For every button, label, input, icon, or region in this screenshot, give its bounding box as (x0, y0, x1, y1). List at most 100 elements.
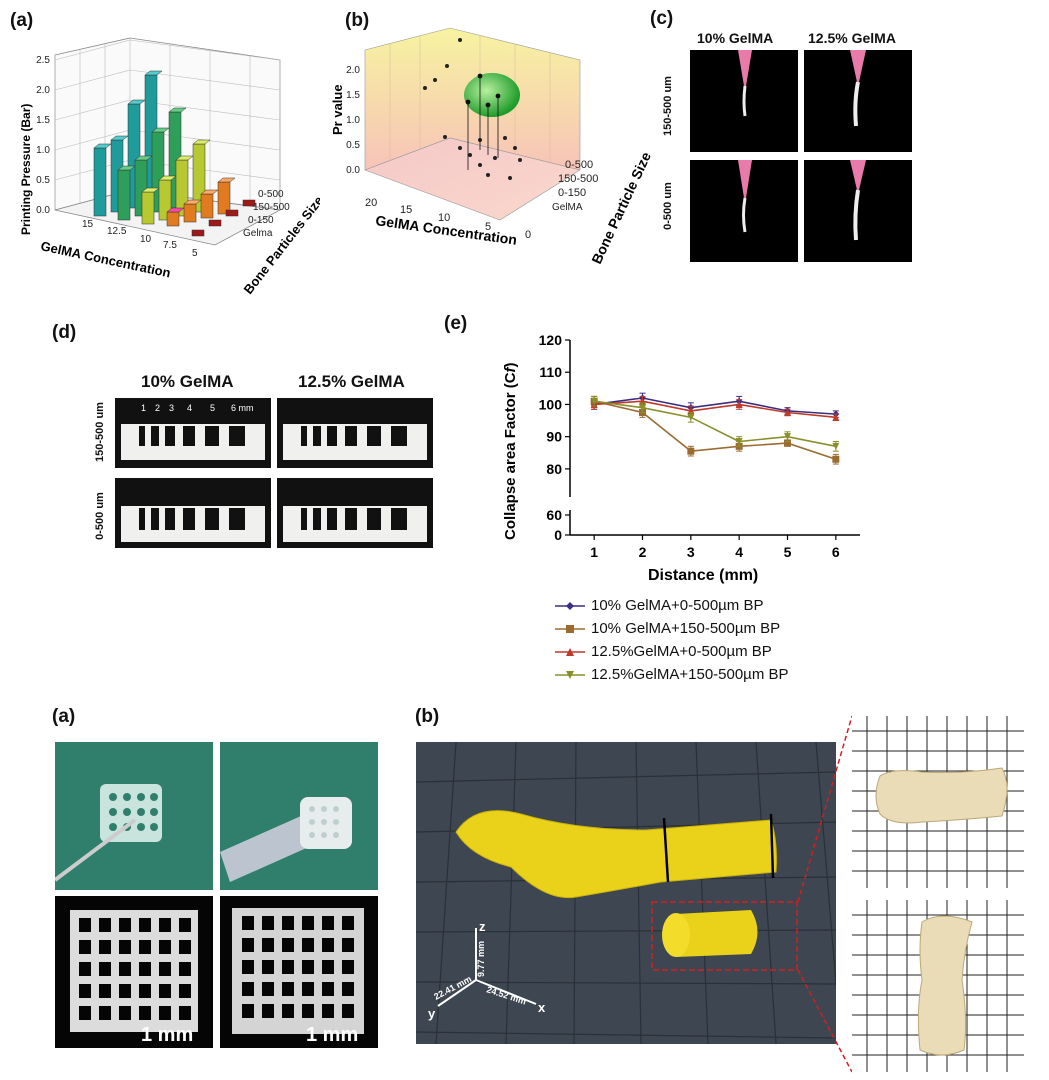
b-x-tick-2: 10 (438, 212, 450, 224)
e-x-tick-label: 5 (784, 544, 792, 560)
a-x-tick-1: 12.5 (107, 226, 127, 237)
bottom-b-dim-z: 9.77 mm (476, 941, 486, 977)
e-y-tick-label: 80 (546, 461, 562, 477)
b-z-tick-0: 0.0 (346, 165, 360, 176)
a-y-tick-0: 0-500 (258, 189, 284, 200)
c-col-header-2: 12.5% GelMA (808, 30, 896, 46)
e-y-tick-label: 120 (539, 332, 563, 348)
e-x-tick-label: 6 (832, 544, 840, 560)
b-y-tick-3: GelMA (552, 202, 583, 213)
bottom-b-zoom-lines (797, 715, 853, 1073)
legend-label-4: 12.5%GelMA+150-500µm BP (591, 666, 789, 683)
e-x-axis-label: Distance (mm) (648, 567, 758, 584)
c-row-label-2: 0-500 um (662, 182, 674, 230)
bottom-a-scale-2: 1 mm (306, 1024, 358, 1046)
legend-item: 12.5%GelMA+150-500µm BP (555, 663, 855, 686)
b-y-tick-0: 0-500 (565, 159, 593, 171)
b-z-axis-label: Pr value (330, 84, 345, 135)
bottom-a-scale-1: 1 mm (141, 1024, 193, 1046)
e-data-point (784, 409, 791, 416)
d-col-header-1: 10% GelMA (141, 372, 234, 391)
panel-label-c-top: (c) (650, 8, 674, 29)
d-scale-mark-4: 4 (187, 403, 192, 413)
a-z-tick-5: 2.5 (36, 55, 50, 66)
b-y-tick-2: 0-150 (558, 187, 586, 199)
b-y-axis-label: Bone Particle Size (588, 149, 654, 266)
e-x-tick-label: 4 (735, 544, 743, 560)
panel-label-a-top: (a) (10, 10, 34, 31)
e-y-tick-label: 60 (546, 507, 562, 523)
d-scale-mark-1: 1 (141, 403, 146, 413)
e-data-point (735, 400, 743, 408)
e-data-point (832, 413, 840, 421)
e-y-tick-label: 110 (539, 364, 562, 380)
e-y-axis-label: Collapse area Factor (Cf) (502, 362, 519, 540)
b-z-tick-1: 0.5 (346, 140, 360, 151)
panel-b-3d-scatter: 0.0 0.5 1.0 1.5 2.0 20 15 10 5 0 0-500 1… (330, 27, 654, 266)
d-col-header-2: 12.5% GelMA (298, 372, 405, 391)
a-z-tick-4: 2.0 (36, 85, 50, 96)
legend-marker-3 (555, 647, 585, 656)
a-x-tick-4: 5 (192, 248, 198, 259)
panel-e-line-chart: Collapse area Factor (Cf) Distance (mm) … (502, 332, 860, 584)
panel-label-e-top: (e) (444, 313, 468, 334)
b-x-tick-4: 0 (525, 229, 531, 241)
panel-label-b-bottom: (b) (415, 706, 440, 727)
a-x-tick-0: 15 (82, 219, 94, 230)
bottom-b-3d-model: z x y 9.77 mm 22.41 mm 24.52 mm (416, 742, 836, 1044)
a-z-tick-1: 0.5 (36, 175, 50, 186)
panel-a-3d-bar-chart: 0.0 0.5 1.0 1.5 2.0 2.5 15 12.5 10 7.5 5… (19, 37, 320, 297)
bottom-a-photo-grid-2: 1 mm (220, 896, 378, 1048)
b-z-tick-2: 1.0 (346, 115, 360, 126)
bottom-a-photo-green-2 (220, 742, 378, 890)
legend-item: 10% GelMA+150-500µm BP (555, 617, 855, 640)
e-data-point (639, 404, 646, 412)
bottom-b-axis-y: y (428, 1006, 436, 1021)
bottom-b-axis-z: z (479, 919, 486, 934)
c-row-label-1: 150-500 um (662, 76, 674, 136)
d-row-label-2: 0-500 um (94, 492, 106, 540)
b-x-tick-3: 5 (485, 221, 491, 233)
a-y-tick-2: 0-150 (248, 215, 274, 226)
panel-label-d-top: (d) (52, 322, 77, 343)
e-series-line-2 (593, 400, 837, 460)
e-data-point (784, 433, 791, 441)
b-y-tick-1: 150-500 (558, 173, 598, 185)
e-series-line-4 (594, 400, 836, 448)
d-scale-mark-3: 3 (169, 403, 174, 413)
d-row-label-1: 150-500 um (94, 402, 106, 462)
a-x-axis-label: GelMA Concentration (39, 238, 172, 280)
a-z-tick-0: 0.0 (36, 205, 50, 216)
a-y-tick-3: Gelma (243, 228, 273, 239)
d-scale-mark-2: 2 (155, 403, 160, 413)
e-data-point (735, 438, 743, 445)
b-z-tick-4: 2.0 (346, 65, 360, 76)
e-data-point (687, 447, 695, 455)
legend-marker-2 (555, 624, 585, 633)
legend-label-2: 10% GelMA+150-500µm BP (591, 620, 781, 637)
bottom-a-photo-grid-1: 1 mm (55, 896, 213, 1048)
e-x-tick-label: 2 (639, 544, 647, 560)
legend-item: 12.5%GelMA+0-500µm BP (555, 640, 855, 663)
e-x-tick-label: 3 (687, 544, 695, 560)
bottom-b-zoom-photo-2 (852, 900, 1024, 1072)
legend-label-1: 10% GelMA+0-500µm BP (591, 597, 764, 614)
a-z-axis-label: Printing Pressure (Bar) (19, 104, 33, 235)
e-data-point (832, 455, 840, 463)
e-y-tick-label: 100 (539, 396, 563, 412)
a-z-tick-3: 1.5 (36, 115, 50, 126)
a-z-tick-2: 1.0 (36, 145, 50, 156)
e-series-line-3 (594, 400, 836, 419)
e-data-point (784, 439, 791, 447)
legend-marker-1 (555, 601, 585, 610)
d-scale-mark-6: 6 mm (231, 403, 254, 413)
a-y-tick-1: 150-500 (253, 202, 290, 213)
legend-marker-4 (555, 670, 585, 679)
e-data-point (590, 397, 598, 405)
e-y-tick-label: 0 (554, 527, 562, 543)
b-z-tick-3: 1.5 (346, 90, 360, 101)
panel-label-b-top: (b) (345, 10, 370, 31)
bottom-a-photo-green-1 (55, 742, 213, 890)
panel-label-a-bottom: (a) (52, 706, 76, 727)
a-x-tick-3: 7.5 (163, 240, 177, 251)
